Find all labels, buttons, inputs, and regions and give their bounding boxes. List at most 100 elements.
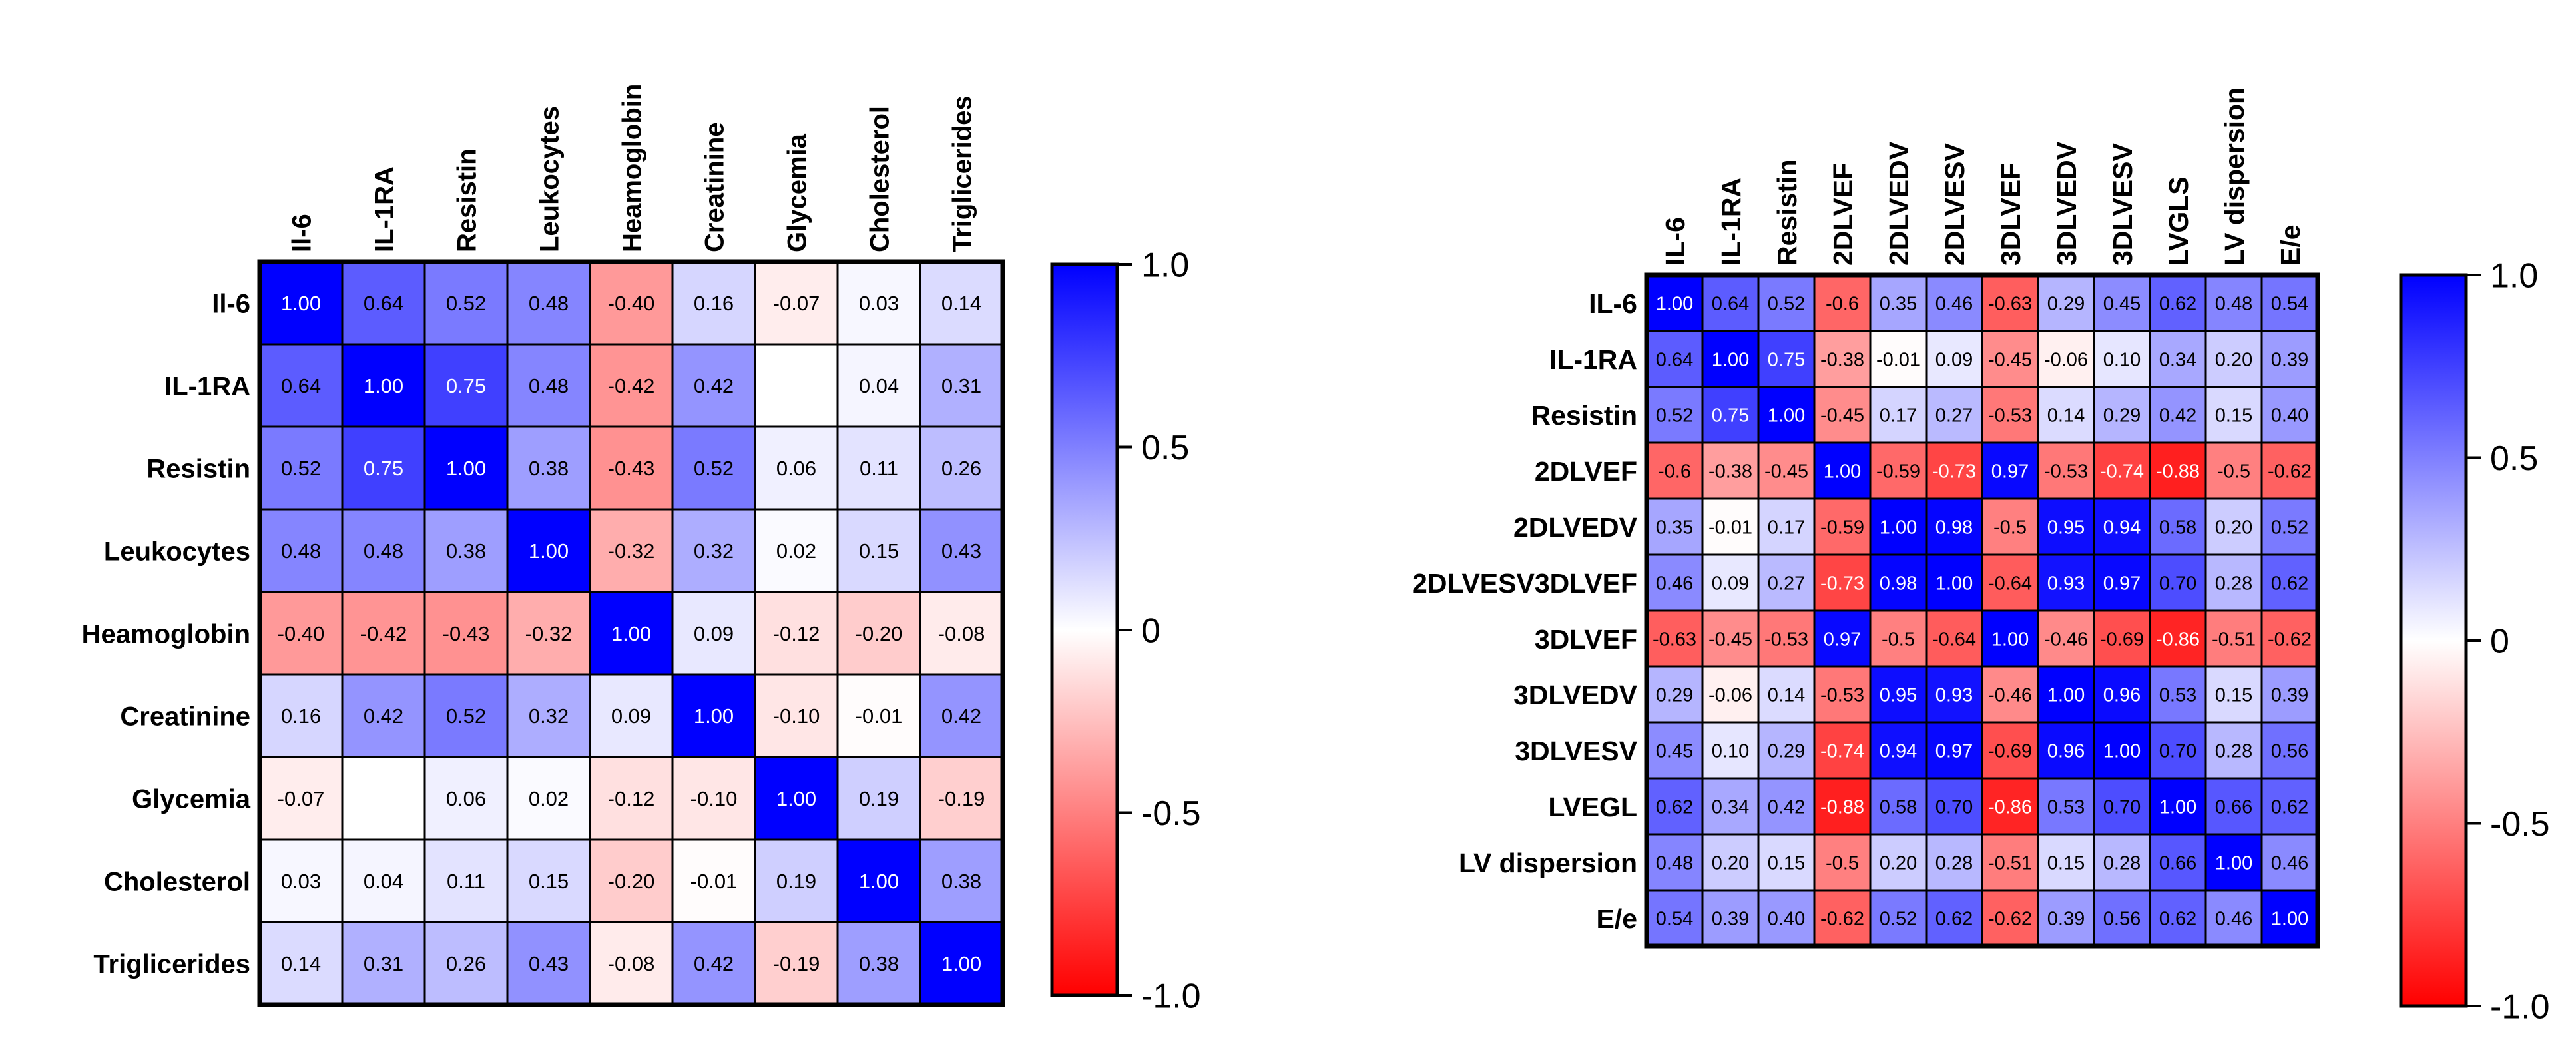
cell-value-label: -0.86 xyxy=(1988,796,2032,818)
heatmap-cell xyxy=(2204,721,2263,780)
cell-value-label: -0.12 xyxy=(773,622,820,645)
column-label: Triglicerides xyxy=(947,95,977,252)
cell-value-label: 0.46 xyxy=(2271,852,2308,874)
cell-value-label: 0.42 xyxy=(364,704,403,728)
cell-value-label: -0.43 xyxy=(443,622,490,645)
heatmap-cell xyxy=(589,343,674,428)
cell-value-label: 0.06 xyxy=(446,787,486,810)
cell-value-label: -0.74 xyxy=(1820,740,1864,762)
cell-value-label: 0.70 xyxy=(2159,740,2196,762)
heatmap-cell xyxy=(1925,609,1983,668)
heatmap-cell xyxy=(1869,553,1928,612)
heatmap-cell xyxy=(1869,330,1928,388)
heatmap-cell xyxy=(1701,609,1760,668)
cell-value-label: 0.75 xyxy=(1712,405,1749,426)
cell-value-label: 0.17 xyxy=(1880,405,1917,426)
heatmap-cell xyxy=(2037,553,2095,612)
heatmap-cell xyxy=(1869,833,1928,892)
cell-value-label: -0.42 xyxy=(608,374,655,397)
cell-value-label: -0.63 xyxy=(1653,629,1696,650)
cell-value-label: 0.15 xyxy=(2215,684,2252,706)
cell-value-label: 1.00 xyxy=(2103,740,2141,762)
heatmap-cell xyxy=(506,756,591,841)
cell-value-label: -0.01 xyxy=(856,704,903,728)
heatmap-cell xyxy=(754,838,839,923)
cell-value-label: 0.28 xyxy=(1935,852,1973,874)
column-label: IL-6 xyxy=(1660,217,1690,266)
heatmap-cell xyxy=(1813,721,1872,780)
colorbar-tick-label: -1.0 xyxy=(1141,977,1201,1016)
heatmap-cell xyxy=(1645,833,1704,892)
cell-value-label: 0.42 xyxy=(2159,405,2196,426)
heatmap-cell xyxy=(2260,609,2319,668)
cell-value-label: 1.00 xyxy=(1768,405,1805,426)
heatmap-cell xyxy=(2204,553,2263,612)
cell-value-label: -0.69 xyxy=(2100,629,2144,650)
cell-value-label: 1.00 xyxy=(1880,517,1917,538)
column-label: 3DLVESV xyxy=(2107,143,2138,266)
cell-value-label: 0.28 xyxy=(2103,852,2141,874)
heatmap-cell xyxy=(1645,721,1704,780)
row-label: Il-6 xyxy=(212,289,250,318)
heatmap-cell xyxy=(919,838,1004,923)
heatmap-cell xyxy=(754,756,839,841)
cell-value-label: -0.42 xyxy=(360,622,407,645)
cell-value-label: -0.53 xyxy=(1764,629,1808,650)
cell-value-label: 1.00 xyxy=(446,457,486,480)
cell-value-label: 0.46 xyxy=(1656,573,1693,594)
heatmap-cell xyxy=(1925,553,1983,612)
heatmap-cell xyxy=(1925,833,1983,892)
cell-value-label: 0.35 xyxy=(1656,517,1693,538)
heatmap-cell xyxy=(258,756,344,841)
cell-value-label: 1.00 xyxy=(2271,908,2308,929)
cell-value-label: 1.00 xyxy=(1824,461,1861,482)
cell-value-label: 0.97 xyxy=(1824,629,1861,650)
cell-value-label: 0.98 xyxy=(1935,517,1973,538)
cell-value-label: 0.03 xyxy=(281,870,321,893)
heatmap-cell xyxy=(754,343,839,428)
heatmap-cell xyxy=(1869,497,1928,556)
heatmap-cell xyxy=(2204,665,2263,724)
heatmap-cell xyxy=(589,425,674,511)
heatmap-cell xyxy=(423,343,509,428)
row-label: Leukocytes xyxy=(104,537,250,566)
cell-value-label: 0.02 xyxy=(529,787,569,810)
cell-value-label: 0.52 xyxy=(446,292,486,315)
cell-value-label: -0.5 xyxy=(1993,517,2027,538)
cell-value-label: -0.73 xyxy=(1932,461,1976,482)
colorbar-gradient xyxy=(2399,273,2468,1008)
cell-value-label: 0.26 xyxy=(941,457,981,480)
heatmap-cell xyxy=(2093,386,2151,444)
cell-value-label: -0.88 xyxy=(2156,461,2200,482)
cell-value-label: 0.14 xyxy=(941,292,981,315)
cell-value-label: -0.64 xyxy=(1988,573,2032,594)
row-label: IL-1RA xyxy=(1549,344,1637,375)
column-label: 2DLVESV xyxy=(1939,143,1970,266)
heatmap-cell xyxy=(836,921,921,1006)
cell-value-label: 0.62 xyxy=(2159,908,2196,929)
cell-value-label: 0.34 xyxy=(1712,796,1749,818)
cell-value-label: 0.28 xyxy=(2215,740,2252,762)
colorbar-tick-label: 0.5 xyxy=(1141,429,1189,467)
column-label: Resistin xyxy=(452,148,481,252)
cell-value-label: -0.73 xyxy=(1820,573,1864,594)
heatmap-cell xyxy=(836,260,921,346)
heatmap-cell xyxy=(506,425,591,511)
cell-value-label: 0.28 xyxy=(2215,573,2252,594)
cell-value-label: -0.12 xyxy=(608,787,655,810)
row-label: 3DLVEDV xyxy=(1513,680,1638,710)
cell-value-label: 0.97 xyxy=(2103,573,2141,594)
cell-value-label: 0.39 xyxy=(2271,349,2308,370)
cell-value-label: 0.04 xyxy=(364,870,403,893)
cell-value-label: 0.15 xyxy=(859,539,899,563)
heatmap-cell xyxy=(423,673,509,758)
cell-value-label: 0.14 xyxy=(1768,684,1805,706)
cell-value-label: -0.20 xyxy=(856,622,903,645)
column-label: 2DLVEF xyxy=(1828,163,1858,266)
heatmap-cell xyxy=(2204,330,2263,388)
heatmap-cell xyxy=(2149,665,2207,724)
cell-value-label: -0.06 xyxy=(1708,684,1752,706)
column-label: Glycemia xyxy=(782,133,812,252)
heatmap-cell xyxy=(2093,833,2151,892)
cell-value-label: 0.42 xyxy=(694,374,734,397)
